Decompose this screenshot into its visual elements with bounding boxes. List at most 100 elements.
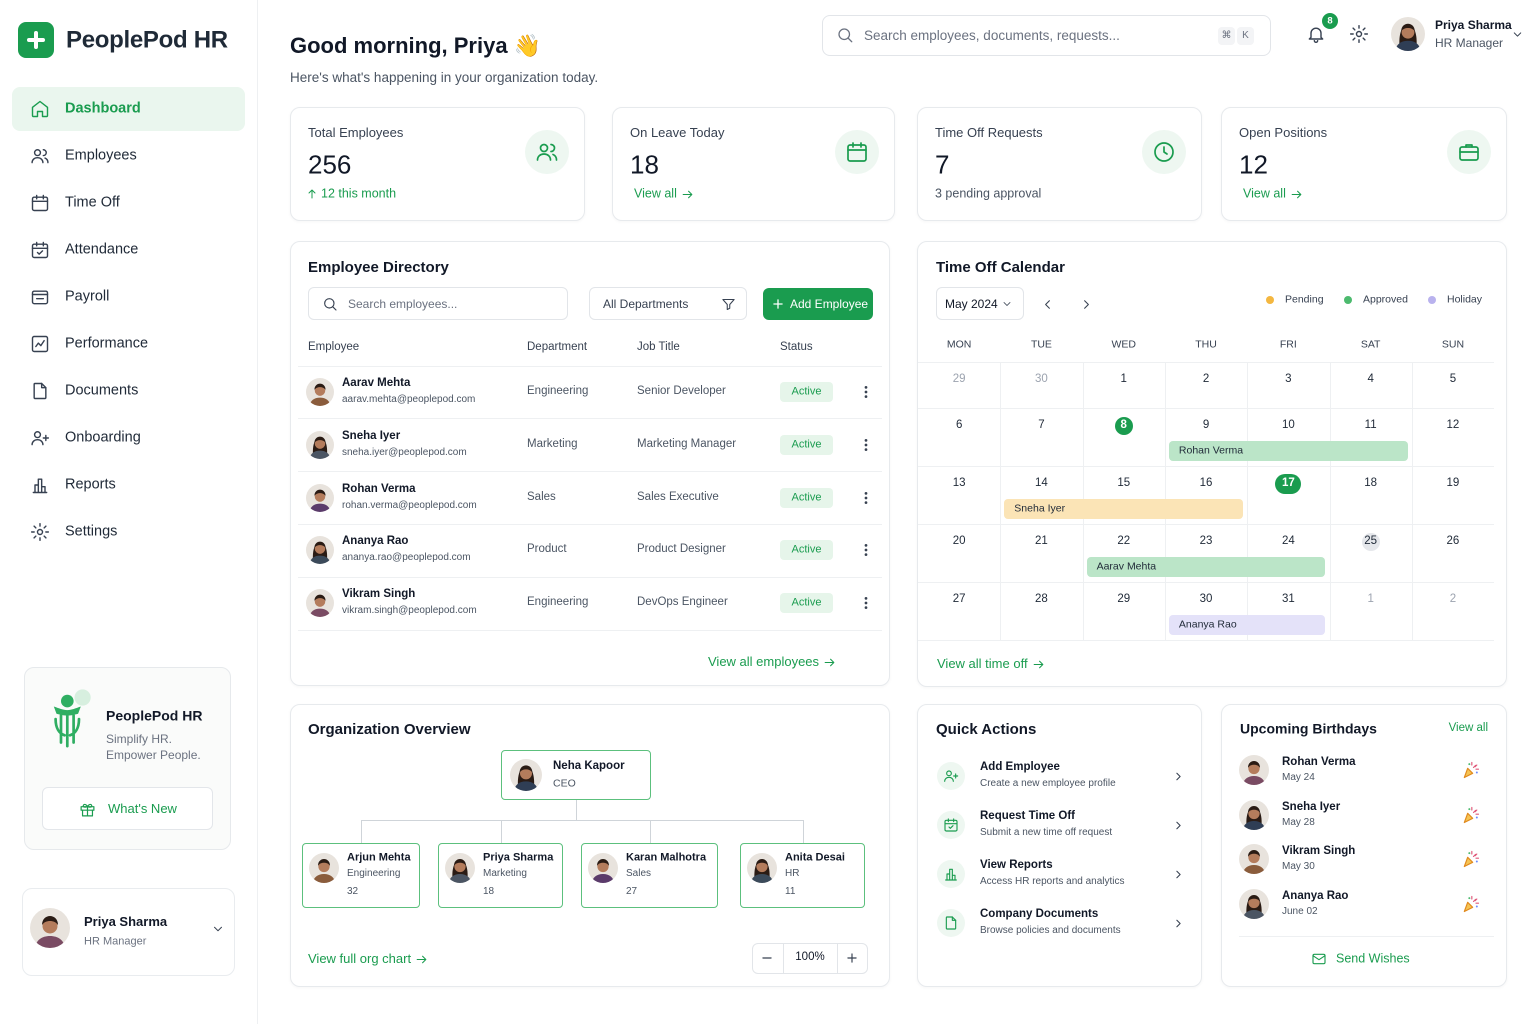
quick-action-title[interactable]: View Reports — [980, 859, 1053, 872]
quick-action-title[interactable]: Company Documents — [980, 908, 1099, 921]
icon-part — [31, 290, 49, 305]
employee-email: ananya.rao@peoplepod.com — [342, 552, 471, 564]
icon-part — [448, 874, 472, 883]
org-count: 11 — [785, 886, 796, 897]
stat-value: 7 — [935, 149, 950, 180]
icon-part — [31, 241, 49, 255]
nav-icon — [31, 290, 49, 305]
icon-part — [33, 431, 42, 439]
link[interactable]: View all time off — [937, 656, 1028, 672]
icon-part — [314, 490, 326, 502]
nav-item[interactable]: Attendance — [65, 241, 139, 258]
icon-part — [1475, 860, 1478, 863]
column-header: Status — [780, 341, 813, 354]
sidebar — [0, 0, 258, 1024]
icon-part — [314, 489, 326, 496]
nav-item[interactable]: Time Off — [65, 194, 120, 211]
search-placeholder[interactable]: Search employees, documents, requests... — [864, 27, 1120, 43]
user-role: HR Manager — [84, 935, 147, 948]
org-connector — [361, 820, 362, 843]
nav-item[interactable]: Dashboard — [65, 100, 141, 117]
directory-search[interactable] — [308, 287, 568, 320]
icon-part — [1355, 30, 1363, 38]
notification-count: 8 — [1327, 15, 1333, 27]
column-header: Employee — [308, 341, 360, 354]
nav-active-bg — [12, 87, 245, 131]
nav-icon — [33, 382, 47, 400]
brand-name: PeoplePod HR — [66, 26, 228, 54]
calendar-day: 23 — [1199, 535, 1213, 548]
birthday-date: May 24 — [1282, 772, 1315, 783]
nav-item[interactable]: Employees — [65, 147, 137, 164]
status-pill — [780, 434, 833, 455]
user-menu-chevron — [214, 926, 222, 932]
event-name: Aarav Mehta — [1096, 560, 1157, 573]
icon-part — [1175, 870, 1181, 878]
icon-part — [31, 243, 49, 259]
notification-badge — [1322, 13, 1338, 29]
weekday: MON — [946, 338, 972, 351]
send-wishes[interactable]: Send Wishes — [1336, 951, 1410, 966]
header-user-name: Priya Sharma — [1435, 17, 1512, 32]
icon-part — [750, 874, 774, 883]
time-off-event — [1004, 499, 1244, 519]
quick-action-title[interactable]: Request Time Off — [980, 810, 1075, 823]
avatar — [306, 430, 334, 459]
org-name: Arjun Mehta — [347, 851, 411, 864]
day-highlight — [1114, 417, 1133, 435]
org-count: 32 — [347, 886, 359, 897]
org-name: Karan Malhotra — [626, 851, 707, 864]
link[interactable]: View full org chart — [308, 951, 412, 967]
nav-item[interactable]: Onboarding — [65, 429, 141, 446]
nav-item[interactable]: Settings — [65, 523, 118, 540]
calendar-grid-line — [918, 408, 1495, 409]
promo-title: PeoplePod HR — [106, 707, 203, 724]
prev-month — [1044, 299, 1050, 309]
nav-item[interactable]: Payroll — [65, 288, 110, 305]
icon-part — [864, 606, 868, 610]
icon-part — [1312, 953, 1326, 965]
quick-action-icon-bg — [937, 860, 965, 888]
icon-part — [864, 496, 868, 499]
icon-part — [864, 443, 868, 447]
icon-part — [721, 298, 735, 310]
avatar — [306, 483, 334, 512]
user-card — [22, 888, 235, 976]
org-department: HR — [785, 868, 800, 879]
icon-part — [864, 390, 868, 394]
nav-item[interactable]: Documents — [65, 382, 139, 399]
icon-part — [454, 859, 466, 866]
link[interactable]: View all — [1243, 186, 1286, 201]
global-search[interactable] — [822, 15, 1271, 56]
calendar-day: 2 — [1449, 593, 1457, 606]
department-filter[interactable] — [589, 287, 747, 320]
quick-action-icon-bg — [937, 811, 965, 839]
add-employee-label[interactable]: Add Employee — [790, 296, 869, 311]
column-header: Department — [527, 341, 588, 354]
whats-new-label[interactable]: What's New — [108, 801, 177, 817]
icon-part — [324, 298, 335, 309]
quick-action-title[interactable]: Add Employee — [980, 761, 1060, 774]
icon-part — [1463, 901, 1474, 913]
calendar-grid-line — [918, 640, 1495, 641]
mail-icon — [1312, 953, 1326, 965]
quick-action-desc: Browse policies and documents — [980, 925, 1121, 936]
link[interactable]: View all employees — [708, 654, 820, 670]
birthdays-view-all[interactable]: View all — [1448, 722, 1488, 735]
icon-part — [824, 658, 834, 666]
settings-icon — [1349, 24, 1369, 44]
employee-department: Product — [527, 543, 567, 556]
icon-part — [1239, 844, 1269, 875]
icon-part — [309, 555, 331, 565]
link[interactable]: View all — [634, 186, 677, 201]
calendar-grid-line — [1247, 362, 1249, 640]
icon-part — [1463, 857, 1474, 868]
nav-item[interactable]: Performance — [65, 335, 149, 352]
month-select[interactable] — [936, 287, 1024, 320]
whats-new-button[interactable] — [42, 787, 213, 830]
icon-part — [1471, 896, 1480, 904]
stat-label: Total Employees — [308, 125, 404, 141]
quick-action-icon-bg — [937, 762, 965, 790]
nav-item[interactable]: Reports — [65, 476, 116, 493]
calendar-grid-line — [918, 524, 1495, 525]
